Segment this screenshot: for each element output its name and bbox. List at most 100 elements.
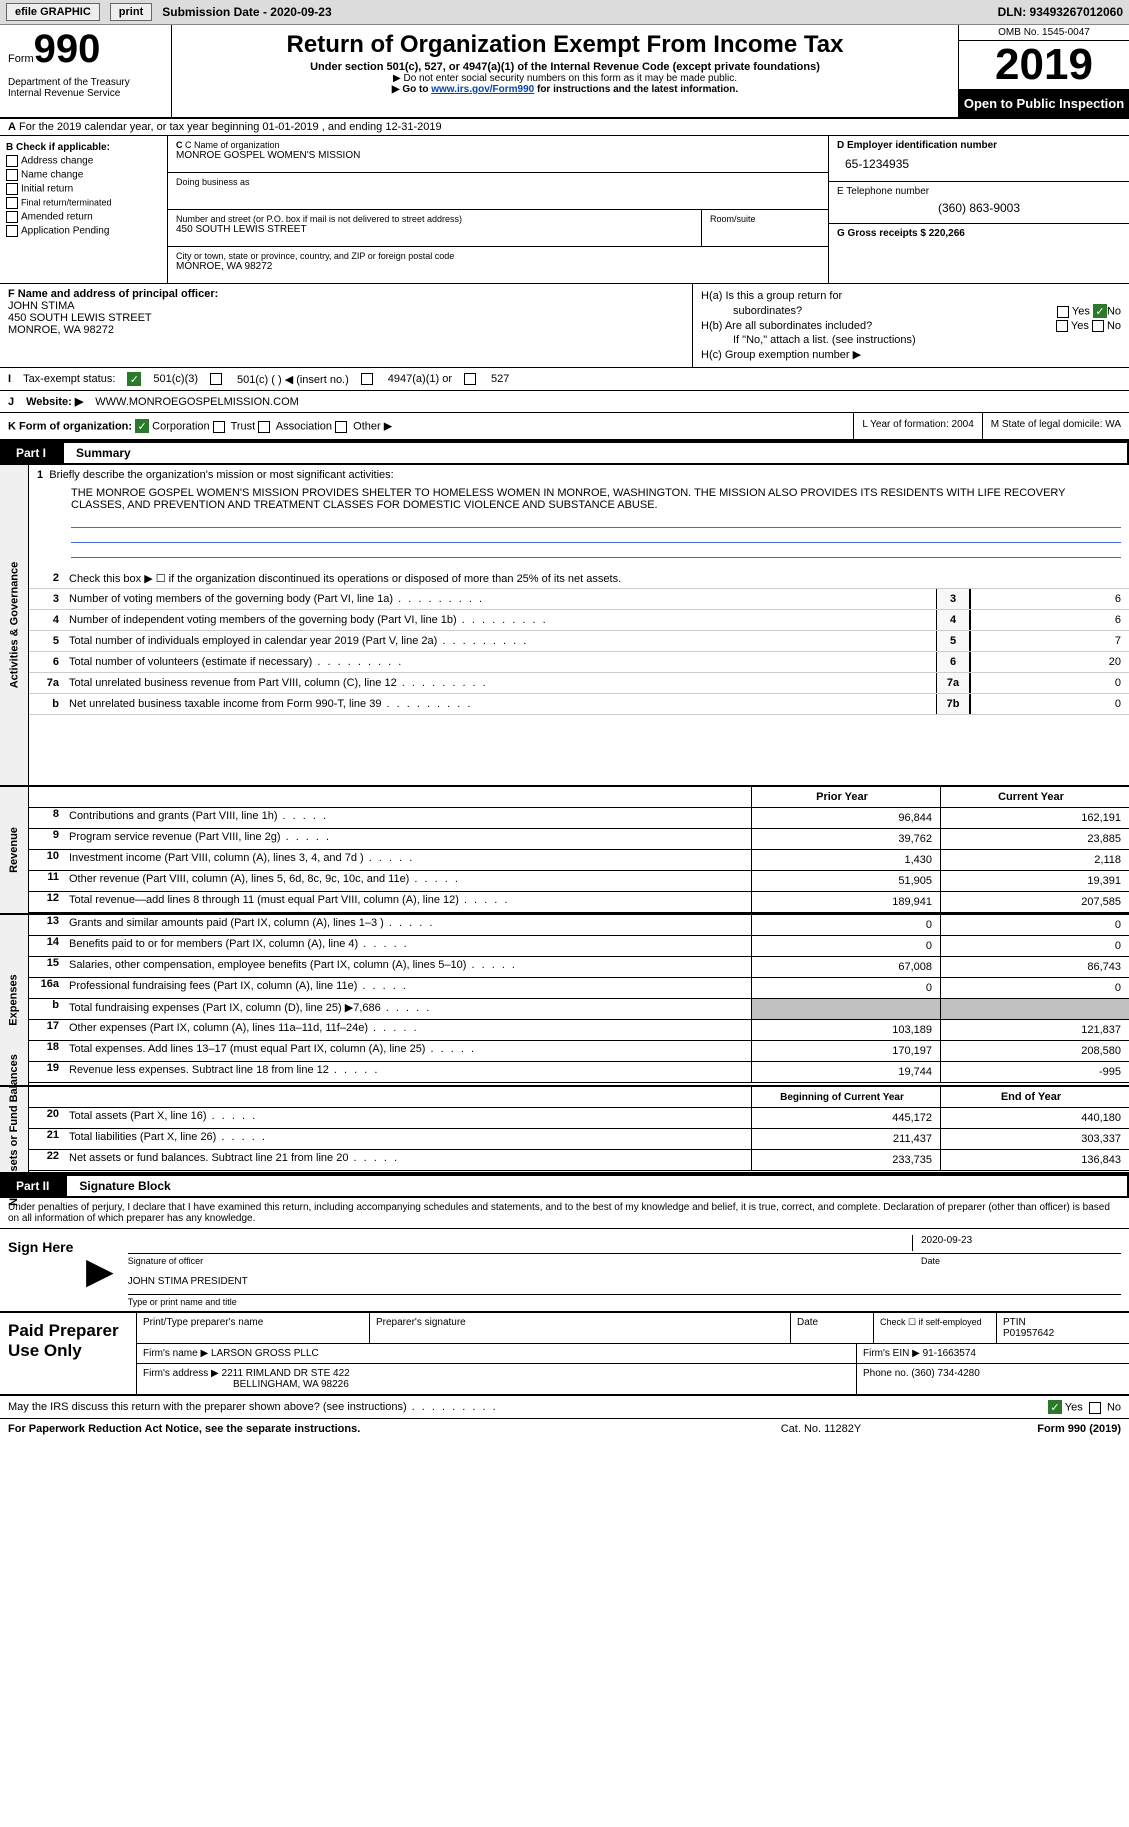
instr-1: Do not enter social security numbers on … <box>182 73 948 84</box>
revenue-line: 11Other revenue (Part VIII, column (A), … <box>29 871 1129 892</box>
mission-text: THE MONROE GOSPEL WOMEN'S MISSION PROVID… <box>29 485 1129 513</box>
side-label-netassets: Net Assets or Fund Balances <box>8 1054 20 1206</box>
year-formation: L Year of formation: 2004 <box>854 413 982 439</box>
expense-line: 19Revenue less expenses. Subtract line 1… <box>29 1062 1129 1083</box>
expense-line: 18Total expenses. Add lines 13–17 (must … <box>29 1041 1129 1062</box>
501c-checkbox[interactable] <box>210 373 222 385</box>
dept-label: Department of the Treasury Internal Reve… <box>8 77 163 99</box>
officer-name-title: JOHN STIMA PRESIDENT <box>128 1276 1121 1292</box>
expense-line: 14Benefits paid to or for members (Part … <box>29 936 1129 957</box>
trust-checkbox[interactable] <box>213 421 225 433</box>
paperwork-notice: For Paperwork Reduction Act Notice, see … <box>8 1423 721 1435</box>
4947-checkbox[interactable] <box>361 373 373 385</box>
gross-receipts: G Gross receipts $ 220,266 <box>837 228 965 239</box>
ein: 65-1234935 <box>837 151 1121 177</box>
expense-line: 15Salaries, other compensation, employee… <box>29 957 1129 978</box>
org-city: MONROE, WA 98272 <box>176 261 820 272</box>
col-beginning: Beginning of Current Year <box>751 1087 940 1107</box>
501c3-checkbox[interactable]: ✓ <box>127 372 141 386</box>
col-end: End of Year <box>940 1087 1129 1107</box>
gov-line: 5Total number of individuals employed in… <box>29 631 1129 652</box>
part2-title: Signature Block <box>67 1176 1127 1196</box>
netassets-line: 21Total liabilities (Part X, line 26)211… <box>29 1129 1129 1150</box>
phone: (360) 863-9003 <box>837 197 1121 219</box>
cat-no: Cat. No. 11282Y <box>721 1423 921 1435</box>
revenue-line: 9Program service revenue (Part VIII, lin… <box>29 829 1129 850</box>
expense-line: 17Other expenses (Part IX, column (A), l… <box>29 1020 1129 1041</box>
instr-2: ▶ Go to www.irs.gov/Form990 for instruct… <box>182 84 948 95</box>
assoc-checkbox[interactable] <box>258 421 270 433</box>
final-return-checkbox[interactable] <box>6 197 18 209</box>
sub-yes-checkbox[interactable] <box>1056 320 1068 332</box>
corp-checkbox[interactable]: ✓ <box>135 419 149 433</box>
tax-year: 2019 <box>959 41 1129 90</box>
address-change-checkbox[interactable] <box>6 155 18 167</box>
gov-line: 4Number of independent voting members of… <box>29 610 1129 631</box>
firm-address: 2211 RIMLAND DR STE 422 <box>222 1368 350 1379</box>
gov-line: bNet unrelated business taxable income f… <box>29 694 1129 715</box>
sub-no-checkbox[interactable] <box>1092 320 1104 332</box>
amended-checkbox[interactable] <box>6 211 18 223</box>
print-button[interactable]: print <box>110 3 152 21</box>
gov-line: 3Number of voting members of the governi… <box>29 589 1129 610</box>
group-no-checkbox[interactable]: ✓ <box>1093 304 1107 318</box>
paid-preparer-label: Paid Preparer Use Only <box>0 1313 137 1394</box>
rule-line <box>71 543 1121 558</box>
527-checkbox[interactable] <box>464 373 476 385</box>
ptin: P01957642 <box>1003 1328 1054 1339</box>
officer-name: JOHN STIMA <box>8 300 684 312</box>
perjury-text: Under penalties of perjury, I declare th… <box>0 1198 1129 1228</box>
irs-link[interactable]: www.irs.gov/Form990 <box>431 84 534 95</box>
website-url: WWW.MONROEGOSPELMISSION.COM <box>95 396 299 408</box>
rule-line <box>71 513 1121 528</box>
side-label-expenses: Expenses <box>8 974 20 1025</box>
sign-here-label: Sign Here <box>0 1229 86 1311</box>
revenue-line: 8Contributions and grants (Part VIII, li… <box>29 808 1129 829</box>
part1-label: Part I <box>0 443 62 463</box>
submission-date: Submission Date - 2020-09-23 <box>162 5 331 19</box>
top-bar: efile GRAPHIC print Submission Date - 20… <box>0 0 1129 25</box>
side-label-revenue: Revenue <box>8 827 20 873</box>
expense-line: bTotal fundraising expenses (Part IX, co… <box>29 999 1129 1020</box>
firm-name: LARSON GROSS PLLC <box>211 1348 319 1359</box>
form-number: 990 <box>34 27 101 71</box>
org-street: 450 SOUTH LEWIS STREET <box>176 224 693 235</box>
firm-phone: (360) 734-4280 <box>911 1368 979 1379</box>
name-change-checkbox[interactable] <box>6 169 18 181</box>
revenue-line: 10Investment income (Part VIII, column (… <box>29 850 1129 871</box>
firm-ein: 91-1663574 <box>923 1348 976 1359</box>
app-pending-checkbox[interactable] <box>6 225 18 237</box>
netassets-line: 22Net assets or fund balances. Subtract … <box>29 1150 1129 1171</box>
sig-date: 2020-09-23 <box>912 1235 1121 1251</box>
row-a: A For the 2019 calendar year, or tax yea… <box>0 119 1129 136</box>
part1-title: Summary <box>64 443 1127 463</box>
netassets-line: 20Total assets (Part X, line 16)445,1724… <box>29 1108 1129 1129</box>
revenue-line: 12Total revenue—add lines 8 through 11 (… <box>29 892 1129 913</box>
col-prior-year: Prior Year <box>751 787 940 807</box>
open-public-badge: Open to Public Inspection <box>959 90 1129 117</box>
col-b-checkboxes: B Check if applicable: Address change Na… <box>0 136 168 283</box>
efile-button[interactable]: efile GRAPHIC <box>6 3 100 21</box>
col-current-year: Current Year <box>940 787 1129 807</box>
state-domicile: M State of legal domicile: WA <box>983 413 1129 439</box>
group-yes-checkbox[interactable] <box>1057 306 1069 318</box>
dln: DLN: 93493267012060 <box>998 5 1123 19</box>
gov-line: 2Check this box ▶ ☐ if the organization … <box>29 568 1129 589</box>
other-checkbox[interactable] <box>335 421 347 433</box>
discuss-text: May the IRS discuss this return with the… <box>8 1401 407 1413</box>
signature-arrow-icon: ▶ <box>86 1258 120 1283</box>
expense-line: 16aProfessional fundraising fees (Part I… <box>29 978 1129 999</box>
org-name: MONROE GOSPEL WOMEN'S MISSION <box>176 150 820 161</box>
subtitle: Under section 501(c), 527, or 4947(a)(1)… <box>182 61 948 73</box>
form-label: Form990 <box>8 29 163 69</box>
page-title: Return of Organization Exempt From Incom… <box>182 31 948 59</box>
discuss-yes-checkbox[interactable]: ✓ <box>1048 1400 1062 1414</box>
gov-line: 7aTotal unrelated business revenue from … <box>29 673 1129 694</box>
discuss-no-checkbox[interactable] <box>1089 1402 1101 1414</box>
initial-return-checkbox[interactable] <box>6 183 18 195</box>
side-label-governance: Activities & Governance <box>8 562 20 689</box>
form-footer: Form 990 (2019) <box>921 1423 1121 1435</box>
expense-line: 13Grants and similar amounts paid (Part … <box>29 915 1129 936</box>
rule-line <box>71 528 1121 543</box>
omb-number: OMB No. 1545-0047 <box>959 25 1129 41</box>
